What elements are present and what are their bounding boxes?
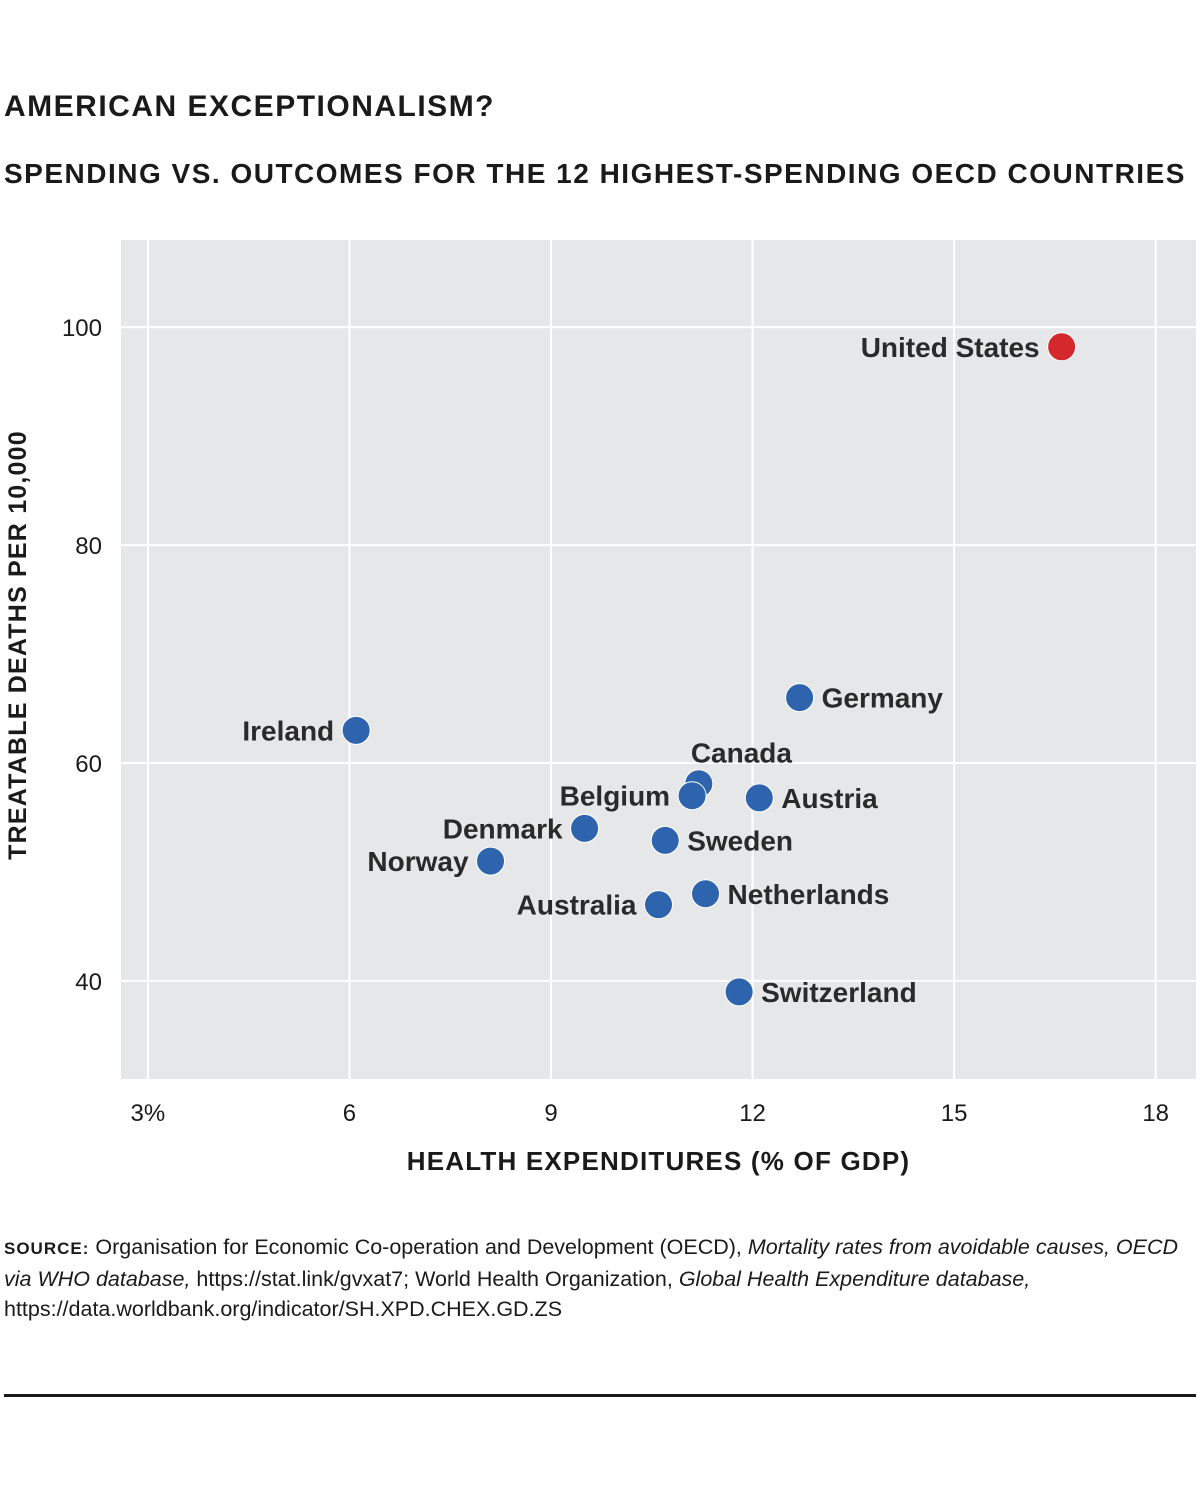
data-label: Australia — [517, 890, 637, 921]
data-point — [691, 879, 721, 909]
x-tick-label: 9 — [544, 1100, 557, 1127]
x-tick-label: 15 — [941, 1100, 968, 1127]
data-point — [644, 890, 673, 920]
source-italic-2: Global Health Expenditure database, — [678, 1267, 1031, 1291]
x-tick-label: 18 — [1142, 1100, 1169, 1127]
data-label: Belgium — [560, 781, 670, 812]
plot-background — [121, 240, 1196, 1079]
y-tick-label: 80 — [75, 533, 102, 560]
data-point — [341, 715, 371, 745]
data-point — [744, 783, 774, 813]
source-italic-1: Mortality rates from avoidable causes, O… — [4, 1235, 1179, 1291]
data-label: Canada — [691, 738, 793, 769]
source-label: SOURCE: — [4, 1239, 90, 1258]
data-label: Netherlands — [728, 879, 890, 910]
data-label: Sweden — [687, 825, 793, 856]
y-tick-label: 60 — [75, 751, 102, 778]
x-axis-label: HEALTH EXPENDITURES (% OF GDP) — [407, 1146, 911, 1176]
data-point — [570, 813, 600, 843]
data-point — [785, 683, 815, 713]
source-text-3: https://data.worldbank.org/indicator/SH.… — [4, 1297, 563, 1321]
x-tick-label: 6 — [343, 1100, 356, 1127]
y-tick-label: 100 — [62, 315, 102, 342]
x-tick-label: 12 — [739, 1100, 766, 1127]
data-label: Austria — [781, 783, 878, 814]
data-label: Denmark — [443, 813, 563, 844]
data-label: United States — [861, 332, 1040, 363]
data-point — [1047, 332, 1077, 362]
data-point — [650, 825, 680, 855]
data-label: Switzerland — [761, 977, 917, 1008]
data-point — [724, 977, 754, 1007]
bottom-rule — [4, 1394, 1196, 1397]
data-label: Germany — [822, 683, 944, 714]
data-point — [476, 846, 506, 876]
data-label: Norway — [367, 846, 469, 877]
chart-subtitle: SPENDING VS. OUTCOMES FOR THE 12 HIGHEST… — [4, 158, 1186, 189]
source-note: SOURCE: Organisation for Economic Co-ope… — [4, 1232, 1194, 1324]
scatter-chart: 3% 6 9 12 15 18 40 60 80 100 HEALTH EXPENDITURES (… — [4, 240, 1196, 1176]
source-text-1: Organisation for Economic Co-operation a… — [95, 1235, 742, 1259]
y-tick-label: 40 — [75, 969, 102, 996]
y-axis-label: TREATABLE DEATHS PER 10,000 — [4, 430, 32, 860]
data-label: Ireland — [242, 715, 334, 746]
source-text-2: https://stat.link/gvxat7; World Health O… — [196, 1267, 673, 1291]
data-point — [677, 781, 707, 811]
chart-title: AMERICAN EXCEPTIONALISM? — [4, 90, 496, 123]
x-tick-label: 3% — [131, 1100, 166, 1127]
